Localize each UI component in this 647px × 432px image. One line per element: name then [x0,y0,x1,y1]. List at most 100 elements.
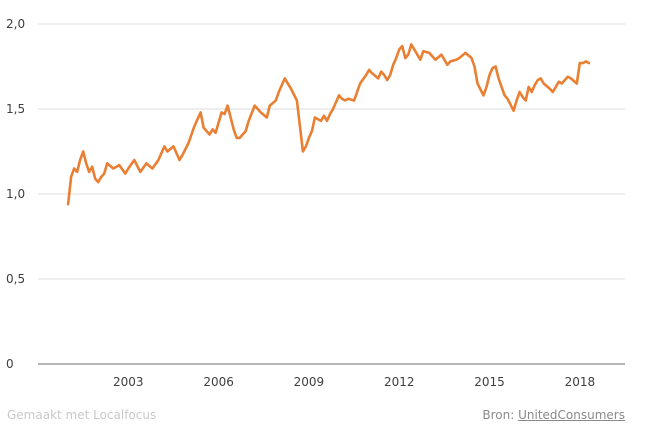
source-label: Bron: [482,408,515,422]
made-with-note: Gemaakt met Localfocus [7,408,157,422]
data-point [123,172,127,176]
data-point [298,124,302,128]
data-point [75,170,79,174]
data-point [132,158,136,162]
data-point [178,158,182,162]
data-point [473,65,477,69]
data-point [78,158,82,162]
data-point [72,167,76,171]
data-point [512,109,516,113]
data-point [165,150,169,154]
data-point [551,90,555,94]
data-point [84,161,88,165]
y-tick-label: 0,5 [6,272,25,286]
data-point [310,129,314,133]
x-tick-label: 2003 [113,375,144,389]
data-point [445,63,449,67]
data-point [111,167,115,171]
data-point [96,180,100,184]
data-point [211,127,215,131]
series-layer [66,43,591,206]
data-point [494,65,498,69]
data-point [524,99,528,103]
data-point [433,58,437,62]
data-point [144,161,148,165]
y-tick-label: 1,5 [6,102,25,116]
data-point [376,76,380,80]
data-point [485,85,489,89]
data-point [403,56,407,60]
data-point [156,158,160,162]
data-point [214,131,218,135]
data-point [307,136,311,140]
data-point [539,76,543,80]
data-point [346,97,350,101]
data-point [328,112,332,116]
data-point [530,90,534,94]
data-point [138,170,142,174]
data-point [533,83,537,87]
data-point [367,68,371,72]
data-point [66,202,70,206]
data-point [400,44,404,48]
y-tick-label: 0 [6,357,14,371]
data-point [126,167,130,171]
data-point [391,63,395,67]
data-point [117,163,121,167]
data-point [259,110,263,114]
data-point [90,165,94,169]
data-point [87,170,91,174]
data-point [150,167,154,171]
data-point [217,121,221,125]
data-point [232,127,236,131]
data-point [322,114,326,118]
data-point [521,95,525,99]
data-point [325,119,329,123]
data-point [202,126,206,130]
data-point [388,73,392,77]
data-point [241,133,245,137]
data-point [208,133,212,137]
data-point [238,136,242,140]
data-point [542,82,546,86]
data-point [193,124,197,128]
data-point [397,48,401,52]
data-point [575,82,579,86]
data-point [313,116,317,120]
data-point [181,153,185,157]
x-tick-label: 2015 [474,375,505,389]
data-point [187,141,191,145]
data-point [476,82,480,86]
data-point [500,85,504,89]
source-note: Bron: UnitedConsumers [482,408,625,422]
data-point [199,110,203,114]
x-tick-label: 2009 [294,375,325,389]
x-tick-label: 2018 [565,375,596,389]
data-point [569,76,573,80]
data-point [331,107,335,111]
gridlines [38,23,625,365]
data-point [295,99,299,103]
data-point [418,58,422,62]
x-tick-label: 2012 [384,375,415,389]
data-point [223,112,227,116]
data-point [172,144,176,148]
source-link[interactable]: UnitedConsumers [518,408,625,422]
data-point [382,73,386,77]
data-point [352,99,356,103]
data-point [464,51,468,55]
x-axis-ticks: 2003 2006 2009 2012 2015 2018 [113,375,595,389]
series-line [66,43,591,206]
data-point [482,93,486,97]
data-point [337,93,341,97]
data-point [81,150,85,154]
data-point [548,87,552,91]
data-point [488,73,492,77]
y-tick-label: 2,0 [6,17,25,31]
x-tick-label: 2006 [203,375,234,389]
data-point [274,99,278,103]
data-point [253,104,257,108]
data-point [470,56,474,60]
data-point [587,61,591,65]
